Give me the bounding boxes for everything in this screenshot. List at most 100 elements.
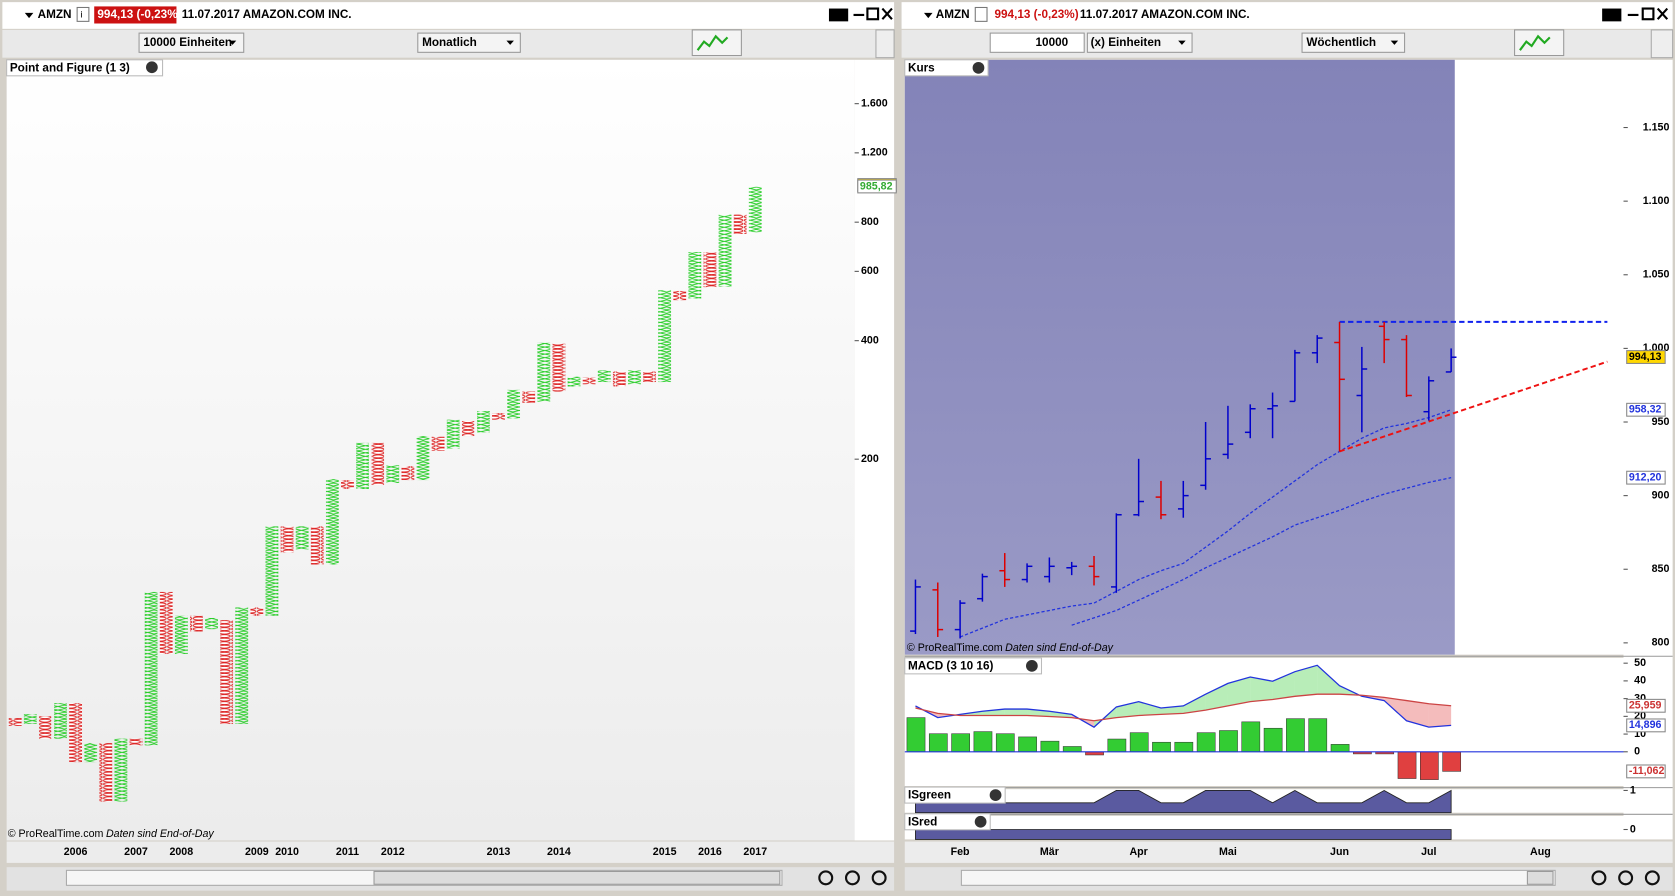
- x-tick-label: 2013: [487, 846, 511, 858]
- y-tick-label: 800: [861, 216, 879, 228]
- histogram-bar: [973, 731, 993, 753]
- histogram-bar: [1241, 721, 1261, 753]
- x-column: [235, 607, 249, 724]
- o-column: [552, 343, 566, 392]
- close-pane[interactable]: [1025, 659, 1038, 672]
- histogram-bar: [928, 733, 948, 753]
- scroll-thumb[interactable]: [373, 870, 781, 885]
- close-pane[interactable]: [146, 61, 158, 74]
- y-tick-label: 20: [1634, 710, 1646, 722]
- close-button[interactable]: [881, 7, 893, 20]
- y-tick-label: 1.050: [1643, 269, 1670, 281]
- price-marker-box: [1626, 470, 1666, 485]
- moving-average: [1071, 477, 1452, 626]
- histogram-bar: [1174, 741, 1194, 753]
- units-label: (x) Einheiten: [1091, 36, 1161, 49]
- y-tick-label: 1: [1630, 784, 1636, 796]
- zoom-out-button[interactable]: [844, 870, 860, 886]
- indicator-area: [915, 829, 1452, 840]
- dropdown-arrow: [228, 40, 237, 45]
- maximize-button[interactable]: [866, 7, 880, 21]
- pf-y-axis: [854, 59, 895, 841]
- price-marker: 958,32: [1629, 404, 1662, 416]
- price-marker: 14,896: [1629, 719, 1662, 731]
- macd-plot: [904, 657, 1624, 787]
- scrollbar[interactable]: [960, 869, 1556, 886]
- macd-fill: [1049, 711, 1072, 718]
- zoom-out-button[interactable]: [1618, 870, 1634, 886]
- dropdown-arrow: [1178, 40, 1186, 45]
- macd-line: [915, 664, 1452, 728]
- histogram-bar: [1040, 740, 1060, 753]
- units-dropdown[interactable]: [1086, 32, 1193, 53]
- y-tick-label: 50: [1634, 657, 1646, 669]
- copyright: © ProRealTime.com: [8, 828, 104, 840]
- menu-arrow[interactable]: [924, 12, 933, 19]
- title-bar: [901, 2, 1673, 29]
- o-column: [341, 480, 354, 489]
- close-pane[interactable]: [989, 789, 1002, 801]
- histogram-bar: [1330, 744, 1350, 753]
- y-tick-label: 400: [861, 334, 879, 346]
- o-column: [310, 526, 324, 565]
- price-marker: -11,062: [1629, 765, 1665, 777]
- x-column: [416, 436, 430, 481]
- dropdown-arrow: [1390, 40, 1399, 45]
- x-column: [537, 342, 551, 402]
- x-tick-label: 2016: [698, 846, 722, 858]
- x-tick-label: 2007: [124, 846, 148, 858]
- o-column: [69, 703, 83, 763]
- pf-plot: [6, 59, 855, 841]
- scroll-thumb[interactable]: [1526, 870, 1554, 885]
- menu-arrow[interactable]: [24, 12, 34, 19]
- date-name: 11.07.2017 AMAZON.COM INC.: [1080, 8, 1250, 21]
- minimize-button[interactable]: [853, 13, 865, 17]
- units-dropdown[interactable]: [138, 32, 245, 53]
- right-window: AMZN 994,13 (-0,23%) 11.07.2017 AMAZON.C…: [899, 0, 1675, 896]
- zoom-button[interactable]: [1591, 870, 1607, 886]
- minimize-button[interactable]: [1627, 13, 1639, 17]
- o-column: [673, 290, 687, 301]
- x-column: [295, 526, 309, 550]
- o-column: [643, 371, 656, 383]
- close-button[interactable]: [1656, 7, 1669, 20]
- o-column: [8, 718, 22, 726]
- x-column: [114, 738, 128, 802]
- o-column: [280, 526, 294, 553]
- close-pane[interactable]: [974, 815, 987, 828]
- drawn-line: [1339, 360, 1608, 453]
- chart-type-button[interactable]: [1514, 29, 1565, 57]
- keyboard-button[interactable]: [1602, 8, 1622, 22]
- x-tick-label: 2014: [547, 846, 571, 858]
- chart-type-button[interactable]: [691, 29, 742, 57]
- zoom-button[interactable]: [818, 870, 834, 886]
- info-icon[interactable]: [76, 6, 90, 22]
- side-button[interactable]: [875, 29, 895, 59]
- macd-fill: [1183, 694, 1206, 714]
- y-tick-label: 800: [1652, 637, 1670, 649]
- maximize-button[interactable]: [1641, 7, 1655, 21]
- quantity-input[interactable]: [989, 32, 1085, 53]
- side-button[interactable]: [1650, 29, 1674, 59]
- o-column: [220, 620, 234, 724]
- x-column: [144, 591, 158, 746]
- histogram-bar: [1219, 730, 1238, 753]
- close-pane[interactable]: [972, 61, 985, 74]
- zoom-in-button[interactable]: [871, 870, 887, 886]
- x-column: [688, 251, 702, 299]
- histogram-bar: [1107, 738, 1127, 753]
- zoom-in-button[interactable]: [1644, 870, 1660, 886]
- y-tick-label: 950: [1652, 416, 1670, 428]
- period-dropdown[interactable]: [1301, 32, 1406, 53]
- info-icon[interactable]: [974, 6, 988, 22]
- o-column: [371, 442, 385, 485]
- price-marker-box: [857, 179, 897, 194]
- histogram-bar: [995, 733, 1015, 753]
- keyboard-button[interactable]: [828, 8, 849, 22]
- o-column: [38, 716, 52, 739]
- period-dropdown[interactable]: [417, 32, 521, 53]
- histogram-bar: [1308, 718, 1328, 753]
- date-name: 11.07.2017 AMAZON.COM INC.: [182, 8, 352, 21]
- x-column: [476, 411, 490, 433]
- o-column: [431, 436, 445, 451]
